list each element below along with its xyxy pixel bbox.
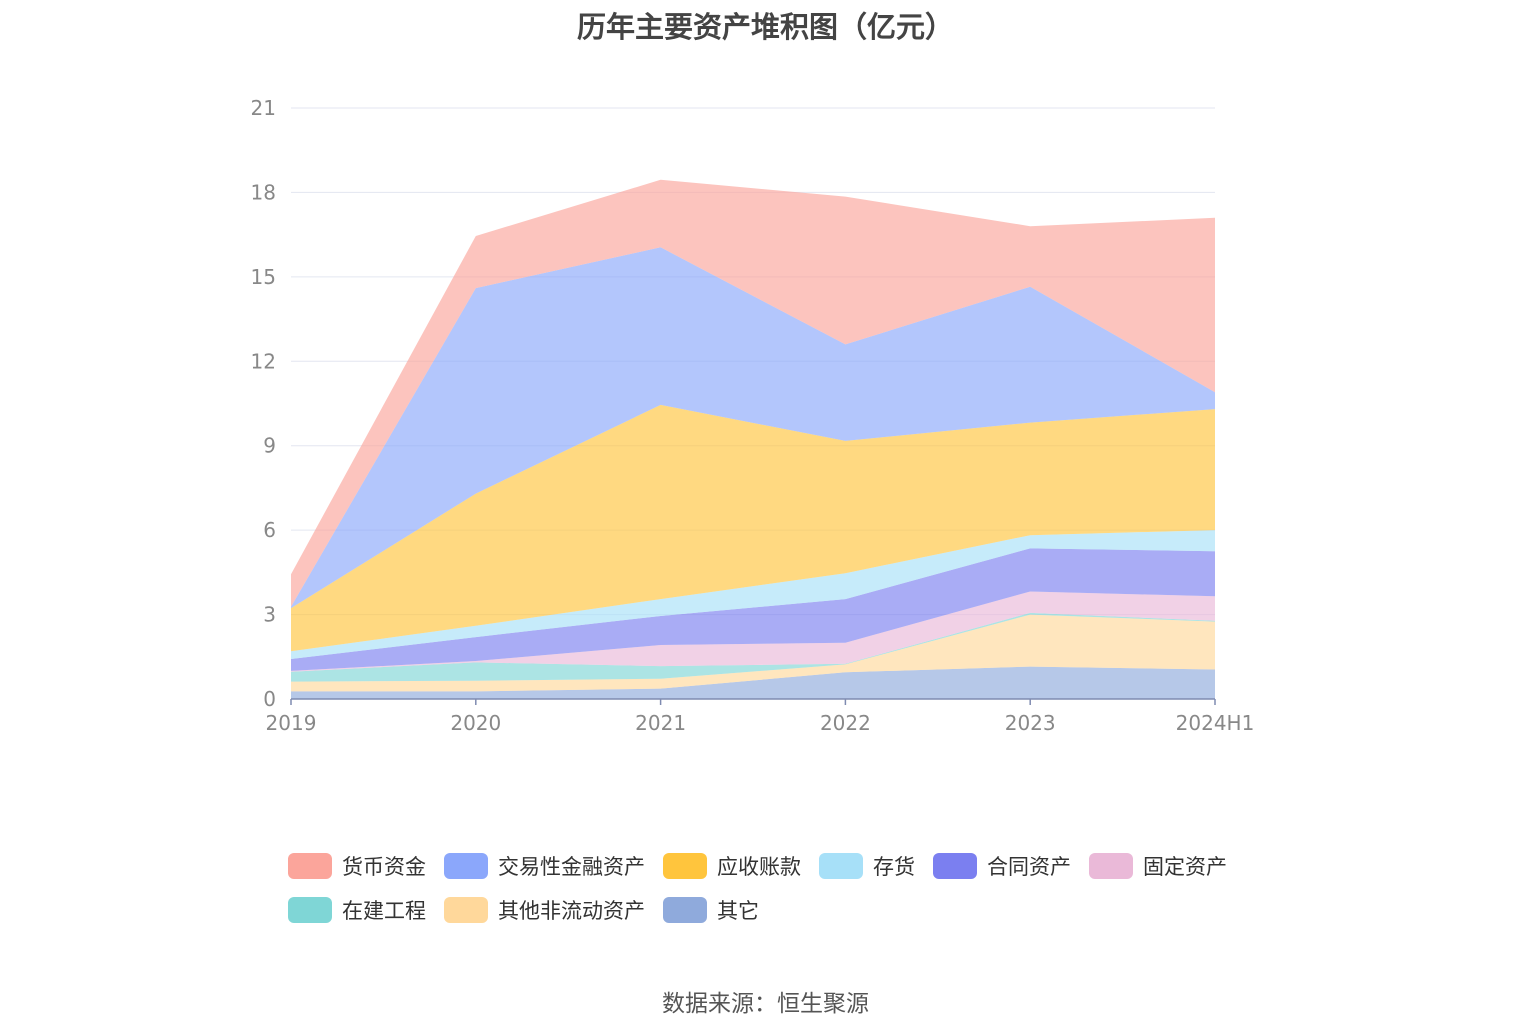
legend-item[interactable]: 交易性金融资产 bbox=[444, 850, 645, 882]
area-series-存货 bbox=[291, 530, 1215, 659]
area-series-在建工程 bbox=[291, 612, 1215, 682]
legend-label: 其它 bbox=[717, 899, 759, 923]
legend-label: 存货 bbox=[873, 855, 915, 879]
area-series-其它 bbox=[291, 666, 1215, 699]
legend-label: 货币资金 bbox=[342, 855, 426, 879]
area-series-货币资金 bbox=[291, 179, 1215, 607]
legend-swatch bbox=[819, 853, 863, 879]
y-tick-label: 0 bbox=[263, 687, 276, 711]
legend-swatch bbox=[444, 853, 488, 879]
legend-swatch bbox=[288, 853, 332, 879]
area-series-合同资产 bbox=[291, 548, 1215, 671]
area-series bbox=[291, 179, 1215, 699]
chart-title: 历年主要资产堆积图（亿元） bbox=[576, 10, 954, 44]
y-tick-label: 15 bbox=[251, 265, 276, 289]
legend-item[interactable]: 其他非流动资产 bbox=[444, 894, 645, 926]
legend-item[interactable]: 存货 bbox=[819, 850, 915, 882]
x-tick-label: 2019 bbox=[266, 711, 317, 735]
legend-swatch bbox=[663, 897, 707, 923]
axes: 0 3 6 9 12 15 18 21 2019 2020 2021 2022 2023 2024H1 bbox=[251, 96, 1255, 735]
legend-label: 其他非流动资产 bbox=[498, 899, 645, 923]
legend-swatch bbox=[663, 853, 707, 879]
area-series-应收账款 bbox=[291, 404, 1215, 652]
x-tick-label: 2024H1 bbox=[1176, 711, 1255, 735]
legend-label: 应收账款 bbox=[717, 855, 801, 879]
y-tick-label: 6 bbox=[263, 518, 276, 542]
y-tick-label: 3 bbox=[263, 603, 276, 627]
legend-label: 固定资产 bbox=[1143, 855, 1227, 879]
legend-swatch bbox=[444, 897, 488, 923]
legend-swatch bbox=[933, 853, 977, 879]
legend-item[interactable]: 在建工程 bbox=[288, 894, 426, 926]
area-series-交易性金融资产 bbox=[291, 247, 1215, 609]
y-tick-label: 12 bbox=[251, 349, 276, 373]
legend-item[interactable]: 其它 bbox=[663, 894, 759, 926]
legend-item[interactable]: 合同资产 bbox=[933, 850, 1071, 882]
x-tick-label: 2021 bbox=[635, 711, 686, 735]
x-tick-label: 2023 bbox=[1005, 711, 1056, 735]
y-tick-label: 18 bbox=[251, 180, 276, 204]
x-tick-label: 2022 bbox=[820, 711, 871, 735]
legend-label: 合同资产 bbox=[987, 855, 1071, 879]
legend-item[interactable]: 货币资金 bbox=[288, 850, 426, 882]
legend: 货币资金 交易性金融资产 应收账款 存货 合同资产 固定资产在建工程 其他非流动资产 其它 bbox=[288, 850, 1288, 926]
legend-item[interactable]: 固定资产 bbox=[1089, 850, 1227, 882]
y-tick-label: 9 bbox=[263, 434, 276, 458]
x-tick-label: 2020 bbox=[450, 711, 501, 735]
legend-swatch bbox=[288, 897, 332, 923]
legend-label: 交易性金融资产 bbox=[498, 855, 645, 879]
legend-swatch bbox=[1089, 853, 1133, 879]
area-series-固定资产 bbox=[291, 591, 1215, 672]
y-tick-label: 21 bbox=[251, 96, 276, 120]
legend-label: 在建工程 bbox=[342, 899, 426, 923]
area-series-其他非流动资产 bbox=[291, 614, 1215, 692]
source-note: 数据来源：恒生聚源 bbox=[662, 991, 869, 1017]
legend-item[interactable]: 应收账款 bbox=[663, 850, 801, 882]
